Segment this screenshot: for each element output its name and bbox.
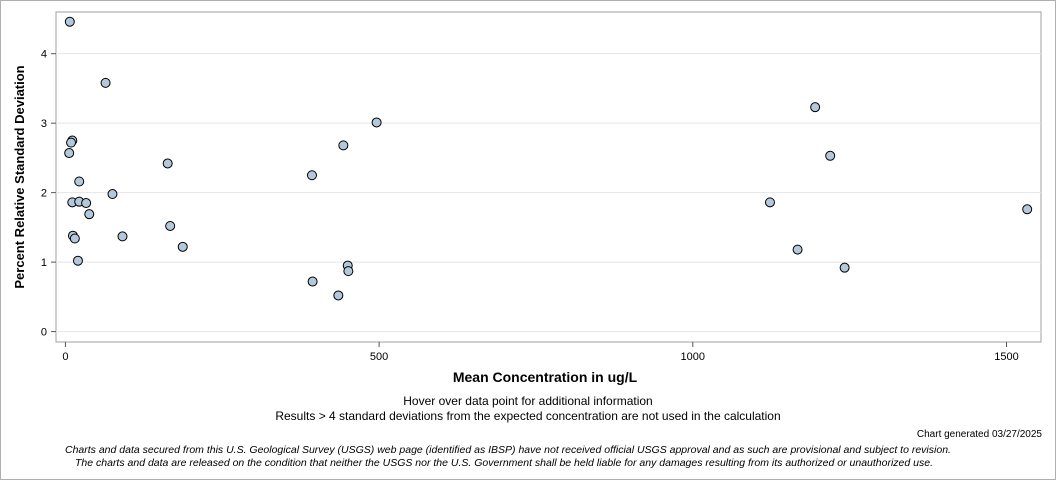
data-points	[64, 16, 1033, 301]
data-point	[64, 148, 75, 159]
data-point	[162, 158, 173, 169]
data-point	[764, 197, 775, 208]
data-point	[338, 140, 349, 151]
data-point	[66, 137, 77, 148]
data-point	[371, 117, 382, 128]
data-point	[810, 102, 821, 113]
x-tick-label: 1000	[681, 351, 705, 363]
scatter-chart: 0 1 2 3 4 0 500 1000 1500 Mean Concentration in …	[12, 11, 1042, 385]
data-point	[839, 262, 850, 273]
hover-note: Hover over data point for additional inf…	[403, 394, 653, 408]
data-point	[69, 233, 80, 244]
x-tick-label: 0	[62, 351, 68, 363]
axis-ticks: 0 1 2 3 4 0 500 1000 1500	[41, 49, 1019, 363]
data-point	[792, 244, 803, 255]
data-point	[74, 176, 85, 187]
data-point	[825, 150, 836, 161]
y-tick-label: 0	[41, 327, 47, 339]
data-point	[84, 209, 95, 220]
disclaimer-line-1: Charts and data secured from this U.S. G…	[65, 444, 951, 456]
y-tick-label: 4	[41, 49, 47, 61]
x-axis-label: Mean Concentration in ug/L	[453, 369, 638, 385]
x-tick-label: 500	[370, 351, 388, 363]
gridlines	[56, 53, 1041, 333]
data-point	[343, 266, 354, 277]
y-tick-label: 3	[41, 118, 47, 130]
y-tick-label: 1	[41, 257, 47, 269]
data-point	[107, 189, 118, 200]
data-point	[333, 290, 344, 301]
data-point	[64, 16, 75, 27]
data-point	[177, 241, 188, 252]
data-point	[1022, 204, 1033, 215]
disclaimer-line-2: The charts and data are released on the …	[75, 457, 933, 469]
data-point	[306, 170, 317, 181]
y-axis-label: Percent Relative Standard Deviation	[12, 65, 27, 288]
data-point	[81, 198, 92, 209]
data-point	[165, 220, 176, 231]
results-note: Results > 4 standard deviations from the…	[275, 409, 781, 423]
data-point	[307, 276, 318, 287]
data-point	[100, 77, 111, 88]
generated-date: Chart generated 03/27/2025	[916, 429, 1042, 440]
data-point	[117, 231, 128, 242]
plot-area	[55, 11, 1042, 343]
data-point	[72, 255, 83, 266]
x-tick-label: 1500	[994, 351, 1018, 363]
y-tick-label: 2	[41, 188, 47, 200]
